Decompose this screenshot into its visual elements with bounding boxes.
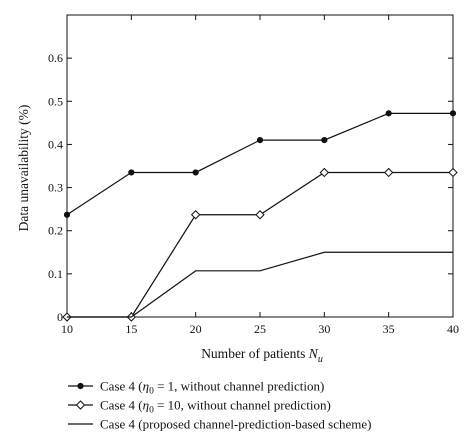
x-tick-label: 10 [61,322,73,336]
legend-label: Case 4 (η0 = 1, without channel predicti… [100,379,324,397]
legend-item-1: Case 4 (η0 = 1, without channel predicti… [68,379,324,397]
legend-swatch-marker [75,400,86,410]
y-tick-label: 0.6 [48,51,63,65]
x-tick-label: 15 [125,322,137,336]
plot-border [66,14,454,318]
legend-item-2: Case 4 (η0 = 10, without channel predict… [68,398,331,416]
series-1-point [321,137,328,144]
series-1-point [385,110,392,117]
series-2-point [190,210,201,220]
series-1-point [192,169,199,176]
series-1-point [449,110,457,117]
series-1-point [63,211,71,218]
x-tick-label: 40 [447,322,459,336]
series-2-point [255,210,265,220]
series-1 [63,110,457,218]
series-1-line [66,112,453,216]
x-tick-label: 25 [254,322,266,336]
x-axis-title-symbol: N [308,346,319,361]
series-3 [67,251,453,318]
y-axis-title: Data unavailability (%) [16,105,31,232]
x-tick-label: 35 [383,322,395,336]
series-1-point [256,137,264,144]
series-layer [62,110,458,322]
x-axis-title: Number of patients Nu [201,346,323,365]
x-axis: 10 15 20 25 30 35 40 [61,15,459,336]
legend-item-3: Case 4 (proposed channel-prediction-base… [68,417,371,432]
y-tick-label: 0.2 [48,224,63,238]
series-2 [62,167,458,322]
plot-frame [66,14,454,318]
legend-swatch-marker [77,382,84,390]
y-tick-label: 0.4 [48,137,63,151]
x-tick-label: 20 [190,322,202,336]
series-2-point [383,167,394,178]
y-tick-label: 0 [57,310,63,324]
x-axis-title-subscript: u [318,354,323,365]
y-tick-label: 0.3 [48,181,63,195]
legend: Case 4 (η0 = 1, without channel predicti… [68,379,371,432]
x-tick-label: 30 [318,322,330,336]
x-axis-title-main: Number of patients [201,346,309,361]
legend-label: Case 4 (proposed channel-prediction-base… [100,417,371,432]
y-axis: 0 0.1 0.2 0.3 0.4 0.5 0.6 [48,51,453,324]
series-2-point [319,167,330,178]
y-tick-label: 0.1 [48,267,63,281]
legend-label: Case 4 (η0 = 10, without channel predict… [100,398,331,416]
series-1-point [128,169,135,176]
series-3-line [67,251,453,318]
series-2-point [448,167,458,178]
y-tick-label: 0.5 [48,94,63,108]
series-2-line [67,171,453,318]
